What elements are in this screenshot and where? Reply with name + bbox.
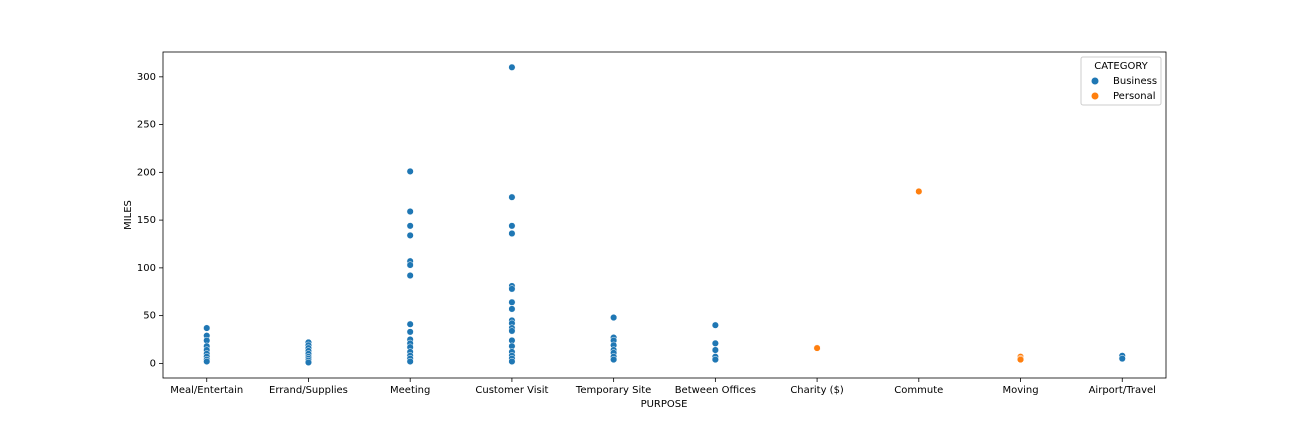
point: [406, 207, 414, 216]
point: [508, 327, 516, 335]
point: [711, 346, 719, 354]
y-tick-label: 100: [137, 263, 156, 274]
point: [406, 231, 414, 239]
x-tick-label: Charity ($): [790, 385, 844, 396]
point: [508, 285, 516, 293]
point: [406, 261, 414, 269]
legend-marker: [1091, 77, 1099, 85]
y-tick-label: 50: [143, 311, 156, 322]
point: [915, 187, 923, 196]
point: [508, 193, 516, 201]
x-tick-label: Errand/Supplies: [269, 385, 348, 396]
point: [203, 324, 211, 332]
point: [610, 313, 618, 322]
point: [304, 358, 313, 366]
x-tick-label: Airport/Travel: [1089, 385, 1156, 396]
point: [508, 357, 516, 366]
legend-label: Personal: [1113, 91, 1156, 102]
y-tick-label: 250: [137, 120, 156, 131]
point: [406, 271, 414, 280]
point: [508, 298, 516, 306]
x-tick-label: Temporary Site: [575, 385, 651, 396]
point: [508, 305, 516, 313]
y-tick-label: 0: [150, 358, 156, 369]
legend-marker: [1091, 92, 1099, 100]
legend-title: CATEGORY: [1094, 61, 1148, 72]
x-axis-label: PURPOSE: [641, 399, 688, 410]
point: [813, 344, 821, 352]
point: [406, 222, 414, 230]
x-tick-label: Meeting: [390, 385, 430, 396]
y-axis-label: MILES: [123, 200, 134, 230]
point: [406, 357, 414, 366]
x-tick-label: Commute: [894, 385, 943, 396]
y-tick-label: 150: [137, 215, 156, 226]
y-tick-label: 200: [137, 167, 156, 178]
point: [406, 320, 414, 328]
point: [610, 356, 618, 364]
x-tick-label: Customer Visit: [475, 385, 548, 396]
x-tick-label: Meal/Entertain: [170, 385, 243, 396]
point: [406, 328, 414, 336]
point: [508, 63, 516, 71]
point: [508, 229, 516, 238]
point: [203, 357, 211, 366]
point: [1118, 355, 1126, 363]
point: [508, 222, 516, 230]
point: [711, 321, 719, 329]
point: [406, 167, 414, 175]
legend-label: Business: [1113, 76, 1157, 87]
x-tick-label: Moving: [1002, 385, 1038, 396]
point: [711, 339, 719, 347]
x-tick-label: Between Offices: [675, 385, 756, 396]
plot-frame: [162, 51, 1167, 379]
legend-box: [1080, 56, 1162, 106]
point: [1016, 356, 1025, 364]
y-tick-label: 300: [137, 72, 156, 83]
point: [711, 356, 719, 364]
